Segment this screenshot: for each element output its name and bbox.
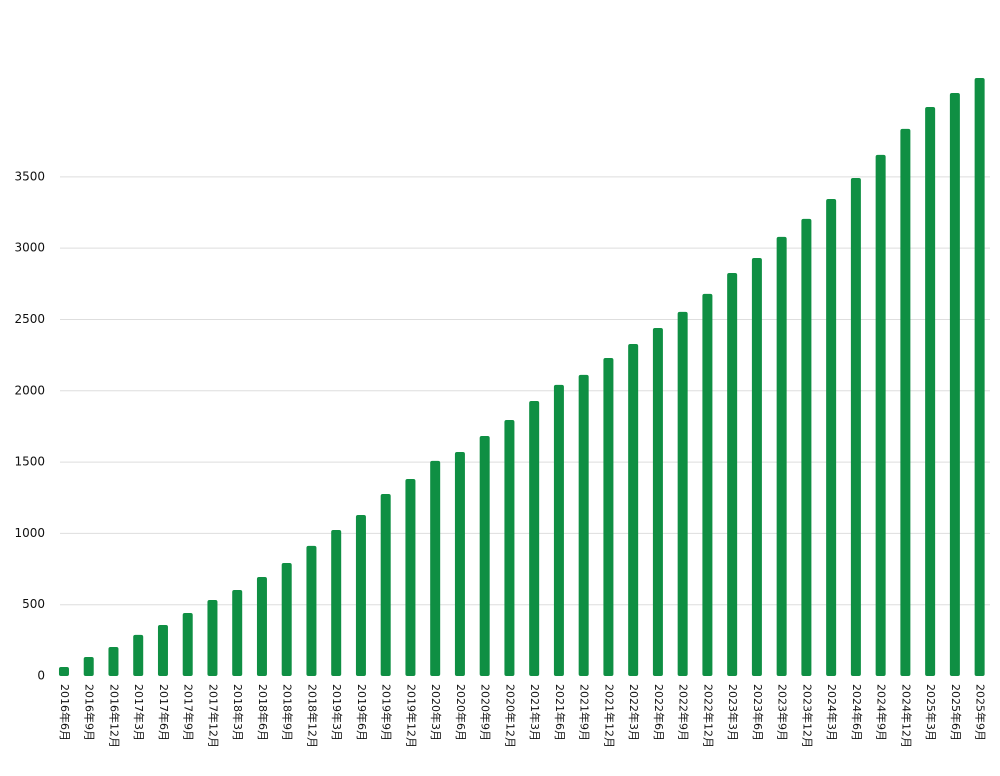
- bar: [380, 494, 391, 676]
- x-tick-label: 2019年6月: [355, 684, 369, 741]
- bar: [157, 624, 168, 676]
- x-tick-label: 2017年6月: [157, 684, 171, 741]
- x-tick-label: 2016年6月: [58, 684, 72, 741]
- bar: [58, 667, 69, 676]
- bar: [702, 293, 713, 676]
- bar: [281, 563, 292, 676]
- bar: [331, 529, 342, 676]
- bar: [727, 272, 738, 676]
- x-tick-label: 2018年9月: [281, 684, 295, 741]
- x-tick-label: 2025年9月: [974, 684, 988, 741]
- bar: [504, 419, 515, 676]
- bar: [355, 514, 366, 676]
- x-tick-label: 2016年12月: [107, 684, 121, 748]
- y-tick-label: 1500: [14, 455, 45, 469]
- bar: [454, 451, 465, 676]
- x-tick-label: 2021年9月: [578, 684, 592, 741]
- y-tick-label: 3500: [14, 169, 45, 183]
- bar: [925, 106, 936, 676]
- bar: [801, 218, 812, 676]
- x-tick-label: 2017年12月: [206, 684, 220, 748]
- bar: [256, 577, 267, 676]
- bar: [677, 311, 688, 676]
- x-tick-label: 2024年9月: [875, 684, 889, 741]
- x-tick-label: 2018年12月: [305, 684, 319, 748]
- bar: [430, 460, 441, 676]
- bar: [875, 154, 886, 676]
- y-tick-label: 2500: [14, 312, 45, 326]
- bar: [405, 479, 416, 676]
- x-tick-label: 2018年3月: [231, 684, 245, 741]
- y-tick-label: 1000: [14, 526, 45, 540]
- x-tick-label: 2024年6月: [850, 684, 864, 741]
- bar: [900, 128, 911, 676]
- bar: [553, 384, 564, 676]
- x-tick-label: 2020年6月: [454, 684, 468, 741]
- bar: [83, 657, 94, 676]
- x-tick-label: 2017年3月: [132, 684, 146, 741]
- x-tick-label: 2017年9月: [182, 684, 196, 741]
- bar: [974, 77, 985, 676]
- bar: [603, 357, 614, 676]
- x-tick-label: 2020年12月: [503, 684, 517, 748]
- x-tick-label: 2020年9月: [479, 684, 493, 741]
- bar: [207, 599, 218, 676]
- bar: [628, 343, 639, 676]
- bar: [850, 177, 861, 676]
- x-tick-label: 2018年6月: [256, 684, 270, 741]
- y-tick-label: 3000: [14, 241, 45, 255]
- x-tick-label: 2025年6月: [949, 684, 963, 741]
- bar: [652, 328, 663, 676]
- bar: [108, 647, 119, 676]
- x-tick-label: 2016年9月: [83, 684, 97, 741]
- x-tick-label: 2021年3月: [528, 684, 542, 741]
- bar: [182, 612, 193, 676]
- x-tick-label: 2019年12月: [404, 684, 418, 748]
- bar: [133, 634, 144, 676]
- y-tick-label: 2000: [14, 383, 45, 397]
- bar: [751, 257, 762, 676]
- x-tick-label: 2023年3月: [726, 684, 740, 741]
- bar: [232, 590, 243, 676]
- x-tick-label: 2024年3月: [825, 684, 839, 741]
- x-tick-label: 2021年6月: [553, 684, 567, 741]
- x-tick-label: 2022年3月: [627, 684, 641, 741]
- y-tick-label: 0: [37, 669, 45, 683]
- bar: [578, 374, 589, 676]
- x-tick-label: 2019年9月: [380, 684, 394, 741]
- x-tick-label: 2024年12月: [899, 684, 913, 748]
- x-tick-label: 2023年9月: [776, 684, 790, 741]
- x-tick-label: 2025年3月: [924, 684, 938, 741]
- x-tick-label: 2022年6月: [652, 684, 666, 741]
- bar: [826, 198, 837, 677]
- bar: [306, 545, 317, 676]
- x-tick-label: 2019年3月: [330, 684, 344, 741]
- bar: [529, 401, 540, 676]
- bar: [479, 435, 490, 676]
- x-tick-label: 2021年12月: [602, 684, 616, 748]
- bar: [776, 236, 787, 676]
- bar: [949, 92, 960, 677]
- x-tick-label: 2023年12月: [800, 684, 814, 748]
- x-tick-label: 2022年12月: [701, 684, 715, 748]
- y-tick-label: 500: [22, 597, 45, 611]
- x-tick-label: 2023年6月: [751, 684, 765, 741]
- x-tick-label: 2022年9月: [677, 684, 691, 741]
- x-tick-label: 2020年3月: [429, 684, 443, 741]
